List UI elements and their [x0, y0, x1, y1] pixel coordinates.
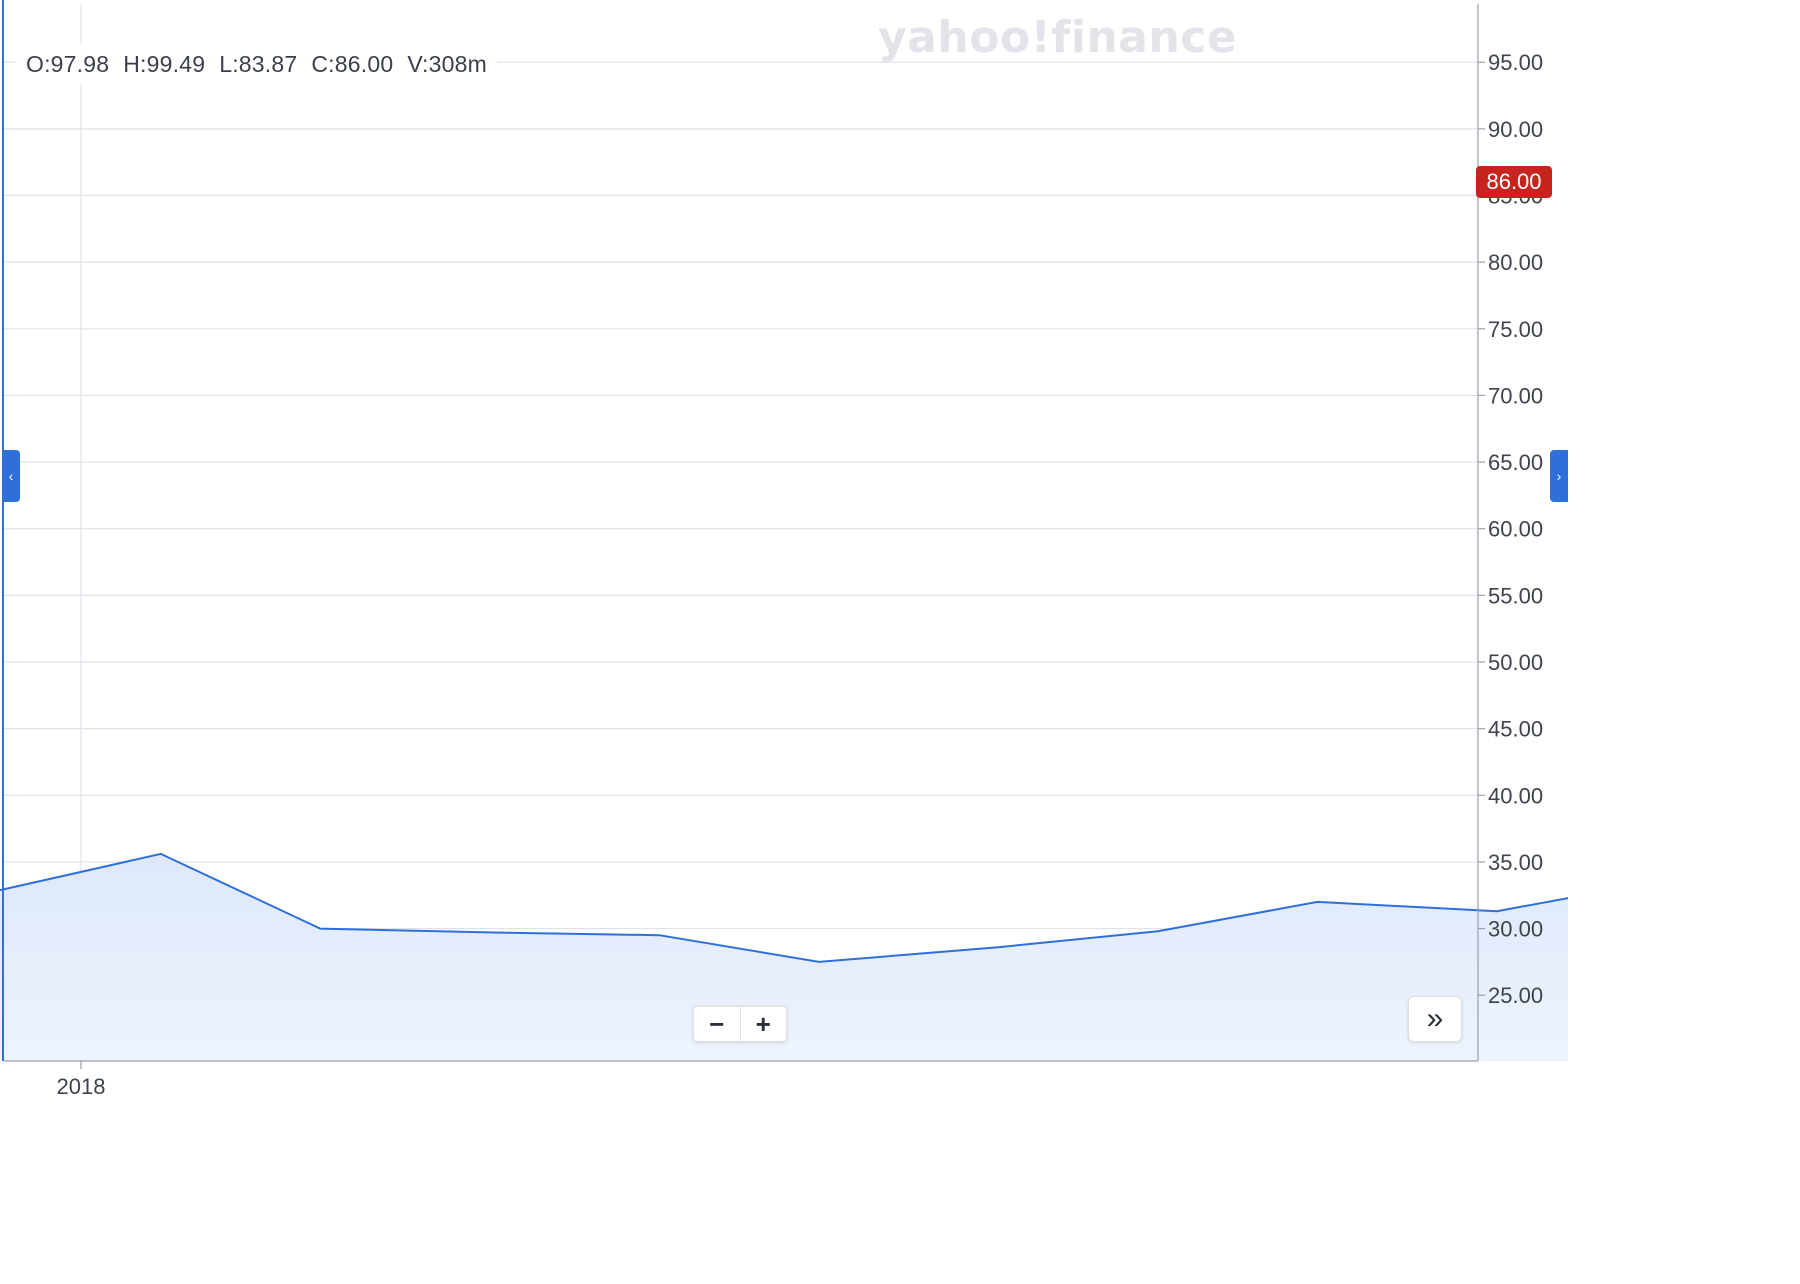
x-tick-label: 2018 — [57, 1074, 106, 1099]
jump-to-latest-button[interactable]: » — [1408, 996, 1462, 1042]
chevron-right-icon: › — [1556, 468, 1562, 484]
x-axis: 20182019202020212022202320242025 — [57, 1061, 106, 1099]
pan-left-button[interactable]: ‹ — [2, 450, 20, 502]
data-point — [657, 933, 661, 937]
pan-right-button[interactable]: › — [1550, 450, 1568, 502]
data-point — [996, 945, 1000, 949]
y-tick-label: 80.00 — [1488, 250, 1543, 275]
high-value: H:99.49 — [123, 50, 206, 77]
price-chart[interactable]: 25.00 30.00 35.00 40.00 45.00 50.00 55.00 60.00… — [0, 0, 1568, 1120]
y-tick-label: 30.00 — [1488, 917, 1543, 942]
data-point — [1156, 929, 1160, 933]
zoom-controls: − + — [693, 1006, 787, 1042]
data-point — [498, 931, 502, 935]
y-tick-label: 90.00 — [1488, 117, 1543, 142]
y-tick-label: 75.00 — [1488, 317, 1543, 342]
double-chevron-right-icon: » — [1426, 1002, 1444, 1035]
zoom-in-button[interactable]: + — [739, 1007, 787, 1041]
y-tick-label: 70.00 — [1488, 383, 1543, 408]
current-price-tag: 86.00 — [1476, 166, 1552, 199]
yahoo-finance-logo: yahoo!finance — [878, 12, 1238, 63]
chevron-left-icon: ‹ — [8, 468, 14, 484]
low-value: L:83.87 — [219, 50, 298, 77]
y-tick-label: 95.00 — [1488, 50, 1543, 75]
y-tick-label: 65.00 — [1488, 450, 1543, 475]
y-tick-label: 25.00 — [1488, 983, 1543, 1008]
price-area — [0, 853, 1568, 1061]
minus-icon: − — [709, 1008, 725, 1039]
plus-icon: + — [755, 1008, 771, 1039]
data-point — [159, 852, 163, 856]
zoom-out-button[interactable]: − — [694, 1007, 740, 1041]
close-value: C:86.00 — [311, 50, 394, 77]
y-tick-label: 60.00 — [1488, 517, 1543, 542]
open-value: O:97.98 — [26, 50, 110, 77]
volume-value: V:308m — [407, 50, 487, 77]
data-point — [1495, 909, 1499, 913]
y-tick-label: 50.00 — [1488, 650, 1543, 675]
gridlines — [4, 4, 1478, 1061]
plot-background — [4, 4, 1478, 1061]
y-tick-label: 55.00 — [1488, 583, 1543, 608]
y-tick-label: 45.00 — [1488, 717, 1543, 742]
data-point — [1315, 900, 1319, 904]
y-tick-label: 35.00 — [1488, 850, 1543, 875]
ohlc-readout: O:97.98 H:99.49 L:83.87 C:86.00 V:308m — [16, 44, 497, 84]
y-tick-label: 40.00 — [1488, 783, 1543, 808]
data-point — [817, 960, 821, 964]
data-point — [318, 927, 322, 931]
